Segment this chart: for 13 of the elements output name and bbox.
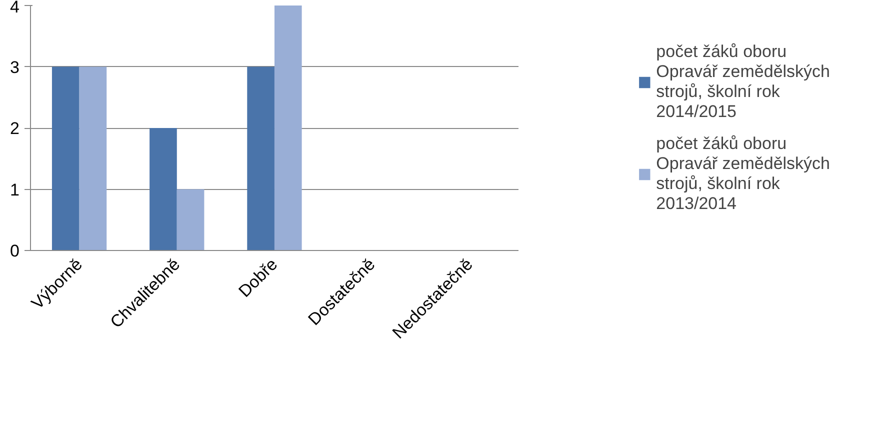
y-tick-label: 0 [10,242,20,260]
y-tick-label: 1 [10,180,20,200]
legend-label: počet žáků oboru Opravář zemědělských strojů, školní rok 2014/2015 [656,42,830,122]
y-tick-label: 2 [10,119,20,138]
bar [52,66,80,250]
bar [79,66,107,250]
y-tick-label: 4 [10,0,20,16]
bar [274,6,302,250]
bar [247,66,274,250]
bar [176,189,204,250]
legend-label: počet žáků oboru Opravář zemědělských strojů, školní rok 2013/2014 [656,134,830,214]
y-tick-label: 3 [10,58,20,77]
bar [150,128,177,250]
